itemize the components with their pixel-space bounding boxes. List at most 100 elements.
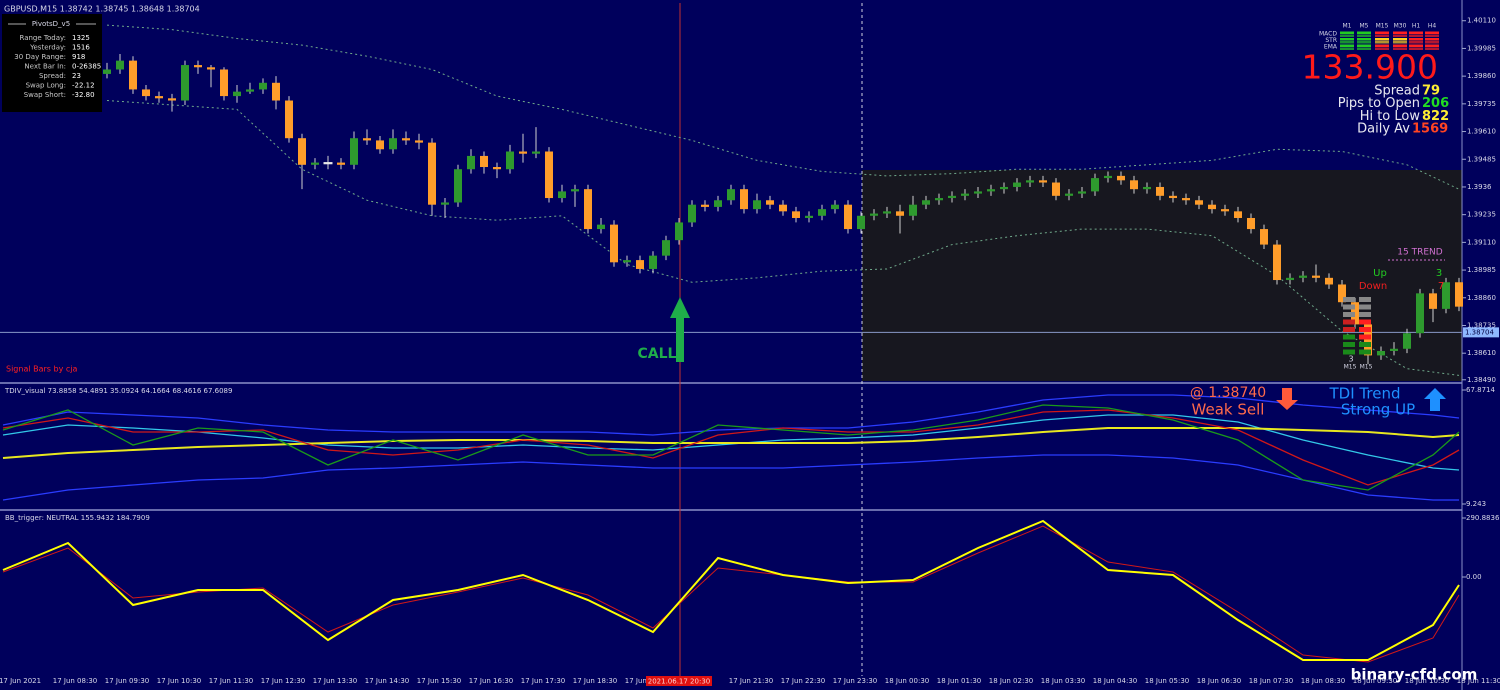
- candle-body: [623, 260, 631, 263]
- candle-body: [1208, 204, 1216, 210]
- signal-block: [1357, 41, 1371, 44]
- price-tick-label: 1.3936: [1467, 183, 1492, 191]
- candle-body: [363, 138, 371, 141]
- candle-body: [1026, 180, 1034, 183]
- call-arrow: [670, 297, 690, 362]
- tdi-line: [2, 394, 1460, 436]
- candle-body: [1390, 348, 1398, 351]
- candle-body: [909, 204, 917, 216]
- tdi-line: [2, 409, 1460, 486]
- time-label: 18 Jun 01:30: [937, 677, 981, 685]
- pivot-value: 0-26385: [72, 63, 101, 71]
- candle-body: [974, 191, 982, 194]
- candle-body: [545, 151, 553, 199]
- time-label: 18 Jun 04:30: [1093, 677, 1137, 685]
- signal-block: [1357, 38, 1371, 41]
- signal-bar: [1343, 297, 1355, 302]
- candle-body: [415, 140, 423, 143]
- signal-block: [1340, 44, 1354, 47]
- candle-body: [323, 162, 333, 165]
- candle-body: [428, 142, 436, 205]
- candle-body: [389, 138, 397, 150]
- candle-body: [1169, 195, 1177, 199]
- timeframe: M5: [1360, 23, 1369, 30]
- candle-body: [207, 67, 215, 70]
- candle-body: [857, 215, 865, 230]
- signal-block: [1393, 44, 1407, 47]
- candle-body: [701, 204, 709, 207]
- bars-tf: M15: [1344, 364, 1357, 371]
- time-label: 17 Jun 13:30: [313, 677, 357, 685]
- candle-body: [1117, 175, 1125, 181]
- candle-body: [805, 215, 813, 218]
- candle-body: [1130, 180, 1138, 190]
- stat-value: 822: [1422, 109, 1449, 124]
- tdi-line: [2, 404, 1460, 491]
- time-label: 17 Jun 23:30: [833, 677, 877, 685]
- tdi-legend: TDIV_visual 73.8858 54.4891 35.0924 64.1…: [4, 387, 232, 395]
- price-tick-label: 1.39610: [1467, 128, 1496, 136]
- candle-body: [948, 195, 956, 199]
- candle-body: [584, 189, 592, 230]
- time-label: 17 Jun 11:30: [209, 677, 253, 685]
- candle-body: [155, 96, 163, 99]
- signal-block: [1357, 31, 1371, 34]
- indicator-name: MACD: [1319, 31, 1337, 38]
- time-label: 18 Jun 08:30: [1301, 677, 1345, 685]
- trigger-legend: BB_trigger: NEUTRAL 155.9432 184.7909: [5, 514, 150, 522]
- candle-body: [350, 138, 358, 165]
- signal-label: Signal Bars by cja: [6, 365, 77, 374]
- price-tick-label: 1.39485: [1467, 155, 1496, 163]
- candle-body: [259, 82, 267, 90]
- candle-body: [1299, 275, 1307, 278]
- candle-body: [1338, 284, 1346, 303]
- timeframe: M30: [1394, 23, 1407, 30]
- pivots-title: PivotsD_v5: [32, 20, 70, 28]
- candle-body: [1182, 198, 1190, 201]
- signal-block: [1425, 47, 1439, 50]
- candle-body: [285, 100, 293, 139]
- signal-block: [1393, 41, 1407, 44]
- sell-price: @ 1.38740: [1190, 385, 1266, 401]
- timeframe: H4: [1428, 23, 1437, 30]
- trend-title: 15 TREND: [1397, 248, 1442, 258]
- tdi-line: [2, 426, 1460, 459]
- big-value: 133.900: [1302, 48, 1438, 87]
- trigger-line: [2, 525, 1460, 663]
- candle-body: [1221, 209, 1229, 212]
- time-label: 18 Jun 09:30: [1353, 677, 1397, 685]
- candle-body: [766, 200, 774, 205]
- candle-body: [740, 189, 748, 210]
- candle-body: [337, 162, 345, 165]
- candle-body: [519, 151, 527, 154]
- signal-bar: [1343, 304, 1355, 310]
- candle-body: [311, 162, 319, 165]
- last-price-tag: [1463, 327, 1499, 338]
- candle-body: [454, 169, 462, 203]
- candle-body: [571, 189, 579, 192]
- time-label: 17 Jun 2021: [0, 677, 41, 685]
- signal-block: [1340, 47, 1354, 50]
- candle-body: [922, 200, 930, 205]
- pivot-label: Spread:: [39, 72, 66, 80]
- signal-block: [1375, 47, 1389, 50]
- candle-body: [233, 91, 241, 97]
- watermark: binary-cfd.com: [1351, 666, 1478, 684]
- candle-body: [870, 213, 878, 216]
- candle-body: [376, 140, 384, 150]
- signal-bar: [1359, 312, 1371, 317]
- time-label: 17 Jun 22:30: [781, 677, 825, 685]
- signal-bar: [1343, 312, 1355, 317]
- candle-body: [1065, 193, 1073, 196]
- signal-bar: [1343, 334, 1355, 340]
- candle-body: [558, 191, 566, 199]
- layer: PivotsD_v5 Range Today: 1325 Yesterday: 1516…: [0, 14, 1500, 685]
- time-label: 18 Jun 03:30: [1041, 677, 1085, 685]
- sell-arrow: [1276, 388, 1298, 410]
- time-label: 18 Jun 02:30: [989, 677, 1033, 685]
- signal-block: [1409, 41, 1423, 44]
- trend-up: Up: [1373, 268, 1387, 279]
- candle-body: [1312, 275, 1320, 278]
- sell-label: Weak Sell: [1192, 401, 1265, 419]
